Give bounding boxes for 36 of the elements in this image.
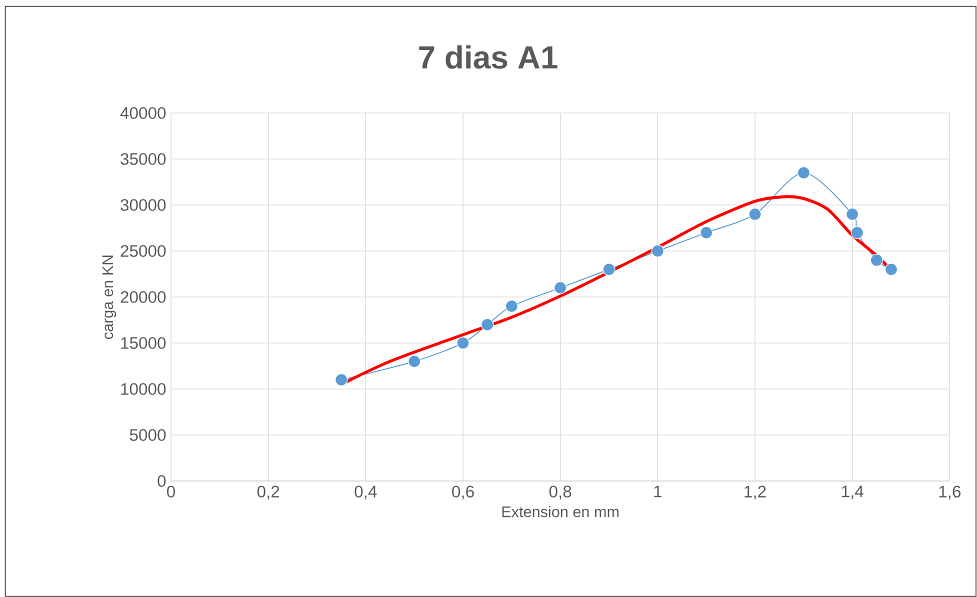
point [748,208,762,221]
point [651,244,664,258]
point [456,336,470,350]
point [481,318,494,331]
point [846,208,859,221]
x-tick-label: 0,8 [549,486,572,500]
point [335,373,348,386]
x-tick-label: 0,4 [354,486,377,500]
point [797,166,810,180]
x-axis-title: Extension en mm [502,506,619,518]
y-tick-label: 40000 [120,107,166,119]
y-tick-label: 25000 [120,245,166,257]
point [408,355,421,368]
x-tick-label: 1,4 [842,486,864,500]
x-tick-label: 1,6 [939,486,961,500]
x-tick-label: 1,2 [744,486,766,500]
y-tick-label: 10000 [121,383,166,395]
point [700,226,713,239]
x-tick-label: 1 [654,486,662,498]
point [505,300,518,313]
point [554,281,567,294]
y-tick-label: 5000 [130,429,166,441]
y-tick-label: 30000 [120,199,166,211]
y-axis-title: carga en KN [102,256,116,339]
point [870,254,884,267]
chart-title: 7 dias A1 [419,45,558,69]
x-tick-label: 0,2 [257,486,280,500]
y-tick-label: 20000 [120,291,166,303]
x-tick-label: 0 [167,486,175,498]
x-tick-label: 0,6 [452,486,474,500]
point [884,263,898,276]
y-tick-label: 35000 [120,153,166,165]
point [850,226,864,239]
y-tick-label: 15000 [121,337,166,349]
y-tick-label: 0 [158,475,166,487]
point [602,263,616,276]
